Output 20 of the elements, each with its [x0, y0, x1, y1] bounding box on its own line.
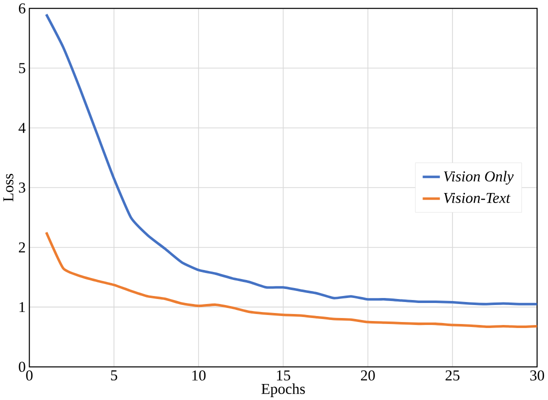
x-tick-label: 30 [530, 370, 544, 380]
y-tick-label: 6 [18, 3, 26, 14]
x-tick-label: 20 [360, 370, 375, 380]
x-tick-label: 25 [446, 370, 460, 380]
x-axis-title: Epochs [261, 383, 305, 397]
x-tick-label: 15 [277, 370, 290, 380]
y-tick-label: 0 [18, 362, 26, 372]
y-tick-label: 3 [18, 182, 26, 192]
y-axis-title: Loss [3, 174, 14, 202]
line-series [45, 12, 538, 306]
y-tick-label: 1 [20, 302, 25, 312]
y-tick-label: 5 [19, 62, 26, 73]
legend-label: Vision-Text [444, 192, 510, 203]
line-series [45, 230, 538, 328]
y-tick-label: 4 [18, 122, 26, 133]
x-tick-label: 10 [192, 370, 206, 380]
x-tick-label: 0 [26, 370, 33, 380]
x-tick-label: 5 [111, 370, 118, 380]
legend-label: Vision Only [444, 170, 514, 184]
y-tick-label: 2 [18, 242, 25, 252]
